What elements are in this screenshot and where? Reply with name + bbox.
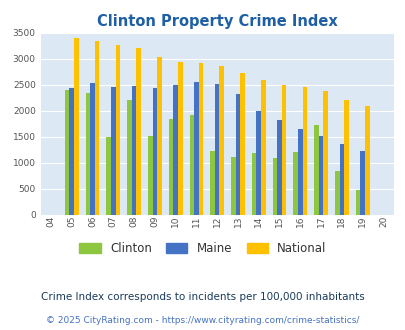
Bar [230,157,235,214]
Bar [152,88,157,214]
Bar [132,86,136,214]
Bar [177,61,182,214]
Bar [95,41,99,214]
Bar [90,83,95,214]
Bar [136,48,141,214]
Bar [85,93,90,214]
Bar [318,136,323,214]
Bar [168,118,173,214]
Bar [277,120,281,214]
Bar [115,46,120,214]
Bar [210,151,214,214]
Bar [69,88,74,214]
Text: © 2025 CityRating.com - https://www.cityrating.com/crime-statistics/: © 2025 CityRating.com - https://www.city… [46,316,359,325]
Bar [148,136,152,214]
Legend: Clinton, Maine, National: Clinton, Maine, National [75,237,330,260]
Bar [297,129,302,214]
Bar [173,85,177,214]
Bar [65,90,69,214]
Bar [339,145,343,214]
Bar [214,84,219,214]
Bar [198,63,203,214]
Bar [364,106,369,214]
Bar [281,85,286,214]
Bar [293,152,297,214]
Bar [74,38,79,215]
Bar [111,87,115,214]
Bar [355,190,360,214]
Bar [334,171,339,214]
Bar [251,153,256,215]
Title: Clinton Property Crime Index: Clinton Property Crime Index [97,14,337,29]
Bar [360,151,364,214]
Bar [235,94,240,214]
Bar [256,111,260,214]
Bar [343,100,348,214]
Bar [157,57,161,214]
Bar [194,82,198,214]
Bar [219,66,224,214]
Bar [240,73,244,215]
Bar [272,158,277,215]
Bar [323,91,327,214]
Bar [106,137,111,214]
Bar [189,115,194,214]
Bar [127,100,132,214]
Text: Crime Index corresponds to incidents per 100,000 inhabitants: Crime Index corresponds to incidents per… [41,292,364,302]
Bar [313,125,318,214]
Bar [260,80,265,214]
Bar [302,87,307,214]
